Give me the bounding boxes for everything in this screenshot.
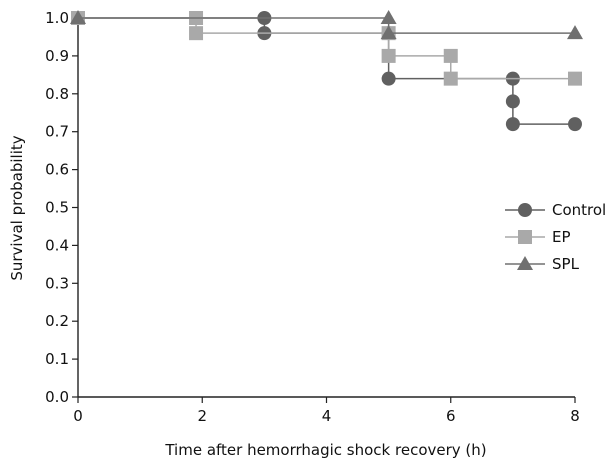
y-tick-label: 0.6 (45, 161, 69, 179)
data-point-spl (380, 25, 397, 40)
x-tick-label: 0 (73, 407, 83, 425)
y-tick-label: 0.7 (45, 123, 69, 141)
x-axis-label: Time after hemorrhagic shock recovery (h… (164, 441, 486, 459)
legend-item-ep: EP (505, 228, 571, 246)
legend-marker-ep (518, 230, 532, 244)
series-ep (71, 11, 582, 86)
y-tick-label: 0.3 (45, 274, 69, 292)
series-line-spl (78, 17, 575, 34)
data-point-control (505, 117, 520, 132)
series-spl (70, 10, 583, 40)
y-axis-label: Survival probability (8, 135, 26, 280)
data-point-ep (189, 26, 204, 41)
legend-marker-spl (517, 256, 533, 270)
legend-label: SPL (552, 255, 580, 273)
ticks: 0.0 0.1 0.2 0.3 0.4 0.5 0.6 0.7 0.8 0.9 1.0 0 2 4 6 8 (45, 9, 580, 425)
axes (77, 18, 575, 398)
y-tick-label: 0.1 (45, 350, 69, 368)
y-tick-label: 0.4 (45, 236, 69, 254)
data-point-ep (568, 71, 582, 86)
data-point-control (381, 71, 396, 86)
series-line-control (78, 17, 575, 125)
y-tick-label: 0.0 (45, 388, 69, 406)
legend: Control EP SPL (505, 201, 606, 273)
x-tick-label: 4 (322, 407, 332, 425)
data-point-ep (443, 71, 458, 86)
y-tick-label: 0.2 (45, 312, 69, 330)
data-point-ep (443, 48, 458, 63)
x-tick-label: 2 (197, 407, 207, 425)
legend-item-spl: SPL (505, 255, 580, 273)
y-tick-label: 1.0 (45, 9, 69, 27)
legend-item-control: Control (505, 201, 606, 219)
series-line-ep (78, 17, 575, 80)
legend-label: Control (552, 201, 606, 219)
data-point-spl (70, 10, 86, 24)
legend-label: EP (552, 228, 571, 246)
data-point-control (568, 117, 582, 132)
series (70, 10, 583, 132)
x-tick-label: 6 (446, 407, 456, 425)
y-tick-label: 0.9 (45, 47, 69, 65)
legend-marker-control (518, 203, 532, 217)
data-point-spl (380, 10, 397, 24)
data-point-control (505, 94, 520, 109)
data-point-spl (567, 25, 583, 40)
y-tick-label: 0.8 (45, 85, 69, 103)
series-control (71, 11, 582, 132)
x-tick-label: 8 (570, 407, 580, 425)
y-tick-label: 0.5 (45, 199, 69, 217)
data-point-ep (381, 48, 396, 63)
